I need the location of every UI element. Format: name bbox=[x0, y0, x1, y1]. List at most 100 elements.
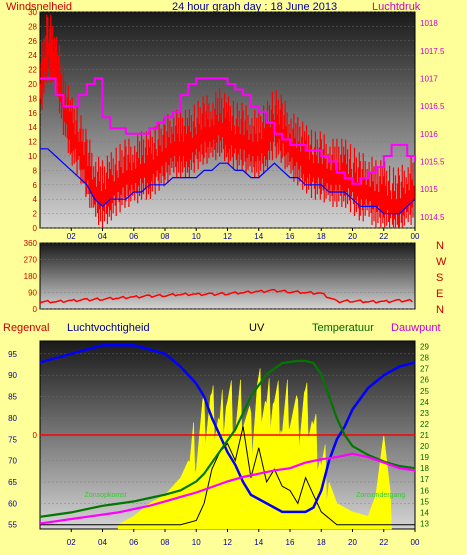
temperature-tick-label: 27 bbox=[420, 365, 429, 374]
bottom-x-tick-label: 14 bbox=[254, 538, 263, 547]
temperature-tick-label: 14 bbox=[420, 508, 429, 517]
wind-tick-label: 4 bbox=[33, 195, 38, 204]
wind-average-series bbox=[40, 148, 416, 215]
uv-header: UV bbox=[249, 322, 265, 334]
wind-gust-series bbox=[39, 14, 415, 228]
sunset-label: Zonsondergang bbox=[356, 492, 405, 499]
direction-tick-label: 180 bbox=[24, 272, 38, 281]
direction-tick-label: 90 bbox=[28, 289, 37, 298]
pressure-title: Luchtdruk bbox=[372, 1, 421, 13]
top-x-tick-label: 22 bbox=[379, 232, 388, 241]
wind-tick-label: 20 bbox=[28, 80, 37, 89]
top-x-tick-label: 20 bbox=[348, 232, 357, 241]
pressure-tick-label: 1017 bbox=[420, 74, 438, 83]
bottom-x-tick-label: 20 bbox=[348, 538, 357, 547]
humidity-tick-label: 65 bbox=[8, 478, 17, 487]
bottom-x-tick-label: 00 bbox=[411, 538, 420, 547]
temperature-series bbox=[39, 359, 416, 518]
temperature-tick-label: 19 bbox=[420, 453, 429, 462]
temperature-tick-label: 20 bbox=[420, 442, 429, 451]
chart-title: 24 hour graph day : 18 June 2013 bbox=[172, 1, 338, 13]
temperature-tick-label: 24 bbox=[420, 398, 429, 407]
top-x-tick-label: 04 bbox=[98, 232, 107, 241]
bottom-x-tick-label: 04 bbox=[98, 538, 107, 547]
temperature-tick-label: 26 bbox=[420, 376, 429, 385]
bottom-x-tick-label: 10 bbox=[192, 538, 201, 547]
humidity-tick-label: 55 bbox=[8, 521, 17, 530]
solar-radiation-series bbox=[117, 368, 392, 530]
wind-tick-label: 22 bbox=[28, 66, 37, 75]
top-x-tick-label: 08 bbox=[161, 232, 170, 241]
temperature-tick-label: 28 bbox=[420, 354, 429, 363]
pressure-tick-label: 1016 bbox=[420, 130, 438, 139]
top-x-tick-label: 02 bbox=[67, 232, 76, 241]
sunrise-label: Zonsopkomst bbox=[85, 492, 127, 499]
temperature-tick-label: 22 bbox=[420, 420, 429, 429]
humidity-tick-label: 60 bbox=[8, 499, 17, 508]
compass-w: W bbox=[436, 256, 447, 268]
direction-tick-label: 360 bbox=[24, 239, 38, 248]
bottom-x-tick-label: 16 bbox=[286, 538, 295, 547]
dewpoint-header: Dauwpunt bbox=[391, 322, 441, 334]
humidity-header: Luchtvochtigheid bbox=[67, 322, 150, 334]
wind-tick-label: 0 bbox=[33, 224, 38, 233]
pressure-tick-label: 1015 bbox=[420, 185, 438, 194]
temperature-tick-label: 17 bbox=[420, 475, 429, 484]
bottom-x-tick-label: 12 bbox=[223, 538, 232, 547]
pressure-tick-label: 1014.5 bbox=[420, 213, 445, 222]
wind-tick-label: 18 bbox=[28, 94, 37, 103]
bottom-x-tick-label: 18 bbox=[317, 538, 326, 547]
temperature-tick-label: 25 bbox=[420, 387, 429, 396]
uv-series bbox=[40, 426, 415, 526]
bottom-x-tick-label: 22 bbox=[379, 538, 388, 547]
top-x-tick-label: 12 bbox=[223, 232, 232, 241]
humidity-tick-label: 95 bbox=[8, 350, 17, 359]
wind-tick-label: 26 bbox=[28, 37, 37, 46]
pressure-series bbox=[40, 77, 416, 185]
top-x-tick-label: 18 bbox=[317, 232, 326, 241]
bottom-x-tick-label: 02 bbox=[67, 538, 76, 547]
humidity-series bbox=[39, 344, 416, 514]
humidity-tick-label: 90 bbox=[8, 371, 17, 380]
top-x-tick-label: 10 bbox=[192, 232, 201, 241]
wind-tick-label: 16 bbox=[28, 109, 37, 118]
temperature-tick-label: 21 bbox=[420, 431, 429, 440]
compass-e: E bbox=[436, 288, 444, 300]
wind-tick-label: 2 bbox=[33, 210, 38, 219]
pressure-tick-label: 1016.5 bbox=[420, 102, 445, 111]
rain-tick-label: 0 bbox=[33, 431, 38, 440]
temperature-tick-label: 23 bbox=[420, 409, 429, 418]
wind-tick-label: 12 bbox=[28, 138, 37, 147]
wind-tick-label: 6 bbox=[33, 181, 38, 190]
wind-direction-series bbox=[39, 288, 413, 304]
top-x-tick-label: 06 bbox=[129, 232, 138, 241]
top-x-tick-label: 00 bbox=[411, 232, 420, 241]
compass-n-bottom: N bbox=[436, 304, 444, 316]
temperature-tick-label: 16 bbox=[420, 486, 429, 495]
compass-n-top: N bbox=[436, 240, 444, 252]
temperature-tick-label: 13 bbox=[420, 519, 429, 528]
humidity-tick-label: 80 bbox=[8, 414, 17, 423]
compass-s: S bbox=[436, 272, 444, 284]
wind-tick-label: 24 bbox=[28, 51, 37, 60]
rain-header: Regenval bbox=[3, 322, 50, 334]
wind-tick-label: 14 bbox=[28, 123, 37, 132]
dewpoint-series bbox=[39, 452, 416, 525]
temperature-header: Temperatuur bbox=[312, 322, 374, 334]
pressure-tick-label: 1017.5 bbox=[420, 47, 445, 56]
pressure-tick-label: 1015.5 bbox=[420, 158, 445, 167]
temperature-tick-label: 15 bbox=[420, 497, 429, 506]
pressure-tick-label: 1018 bbox=[420, 19, 438, 28]
humidity-tick-label: 75 bbox=[8, 435, 17, 444]
temperature-tick-label: 29 bbox=[420, 343, 429, 352]
top-x-tick-label: 14 bbox=[254, 232, 263, 241]
wind-tick-label: 28 bbox=[28, 22, 37, 31]
humidity-tick-label: 85 bbox=[8, 393, 17, 402]
bottom-x-tick-label: 08 bbox=[161, 538, 170, 547]
wind-speed-title: Windsnelheid bbox=[6, 1, 73, 13]
direction-tick-label: 0 bbox=[33, 305, 38, 314]
humidity-tick-label: 70 bbox=[8, 457, 17, 466]
temperature-tick-label: 18 bbox=[420, 464, 429, 473]
wind-tick-label: 10 bbox=[28, 152, 37, 161]
